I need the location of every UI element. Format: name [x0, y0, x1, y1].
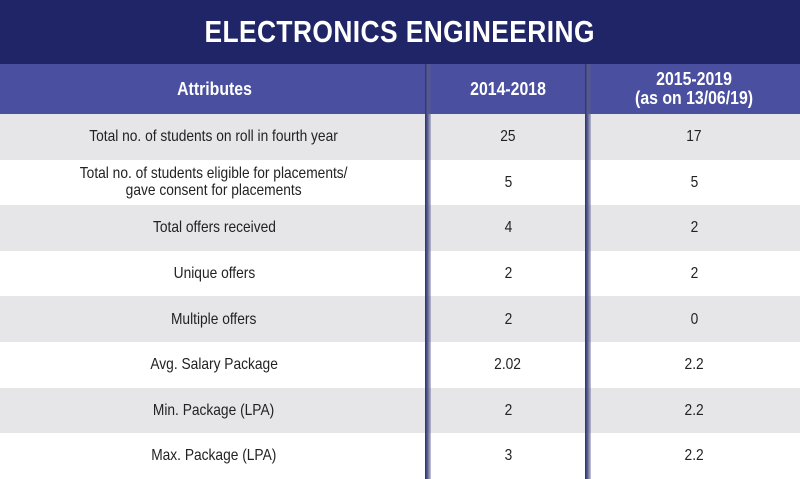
- header-2015-2019-line1: 2015-2019: [656, 69, 732, 89]
- cell-attribute: Total no. of students eligible for place…: [80, 165, 348, 200]
- cell-2015-2019: 2.2: [684, 447, 704, 465]
- header-attributes: Attributes: [176, 78, 252, 99]
- cell-2015-2019: 17: [686, 128, 702, 146]
- table-row: Multiple offers 2 0: [0, 296, 800, 342]
- column-divider-1: [425, 64, 431, 479]
- table-title: ELECTRONICS ENGINEERING: [204, 14, 596, 49]
- title-bar: ELECTRONICS ENGINEERING: [0, 0, 800, 64]
- header-2014-2018: 2014-2018: [470, 78, 546, 99]
- header-row: Attributes 2014-2018 2015-2019 (as on 13…: [0, 64, 800, 114]
- table-body: Total no. of students on roll in fourth …: [0, 114, 800, 479]
- table-row: Min. Package (LPA) 2 2.2: [0, 387, 800, 434]
- table-row: Avg. Salary Package 2.02 2.2: [0, 341, 800, 388]
- cell-attribute: Min. Package (LPA): [153, 401, 275, 419]
- header-2015-2019: 2015-2019 (as on 13/06/19): [588, 64, 800, 114]
- cell-2015-2019: 2.2: [684, 401, 704, 419]
- cell-attribute: Max. Package (LPA): [151, 447, 277, 465]
- table-row: Max. Package (LPA) 3 2.2: [0, 433, 800, 479]
- cell-2014-2018: 2.02: [494, 356, 522, 374]
- cell-2014-2018: 2: [504, 310, 512, 328]
- table-row: Total no. of students eligible for place…: [0, 159, 800, 206]
- cell-2014-2018: 5: [504, 173, 512, 191]
- cell-2014-2018: 4: [504, 219, 512, 237]
- table-row: Total offers received 4 2: [0, 205, 800, 251]
- cell-2015-2019: 5: [690, 173, 698, 191]
- cell-2014-2018: 2: [504, 265, 512, 283]
- cell-2015-2019: 2: [690, 219, 698, 237]
- header-2015-2019-line2: (as on 13/06/19): [634, 88, 753, 108]
- cell-attribute: Avg. Salary Package: [150, 356, 278, 374]
- cell-2015-2019: 0: [690, 310, 698, 328]
- cell-2014-2018: 2: [504, 401, 512, 419]
- cell-attribute: Total offers received: [152, 219, 276, 237]
- table-row: Unique offers 2 2: [0, 250, 800, 297]
- cell-attribute: Multiple offers: [171, 310, 257, 328]
- cell-2015-2019: 2.2: [684, 356, 704, 374]
- cell-2014-2018: 3: [504, 447, 512, 465]
- table-row: Total no. of students on roll in fourth …: [0, 114, 800, 160]
- cell-attribute: Unique offers: [173, 265, 255, 283]
- cell-2015-2019: 2: [690, 265, 698, 283]
- cell-attribute: Total no. of students on roll in fourth …: [89, 128, 339, 146]
- cell-2014-2018: 25: [500, 128, 516, 146]
- column-divider-2: [585, 64, 591, 479]
